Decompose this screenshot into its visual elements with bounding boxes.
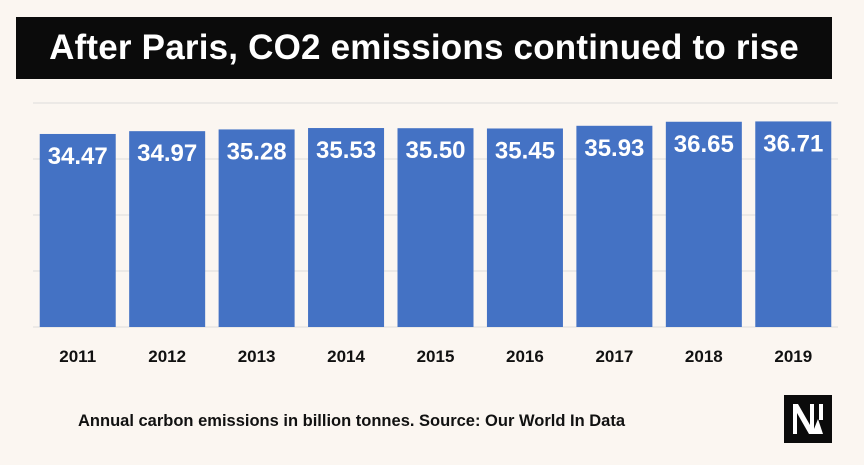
chart-title: After Paris, CO2 emissions continued to …	[16, 17, 832, 79]
x-tick-label: 2019	[774, 347, 812, 366]
x-tick-label: 2011	[59, 347, 96, 366]
x-tick-label: 2015	[417, 347, 455, 366]
data-label: 35.93	[584, 135, 644, 162]
x-tick-label: 2012	[148, 347, 186, 366]
chart-caption: Annual carbon emissions in billion tonne…	[78, 412, 626, 430]
data-label: 34.47	[48, 143, 108, 170]
x-tick-label: 2017	[595, 347, 633, 366]
data-label: 36.71	[763, 130, 823, 157]
bar-2013	[218, 129, 295, 327]
bar-2015	[397, 128, 474, 327]
nm-logo-icon	[784, 395, 832, 443]
x-tick-label: 2016	[506, 347, 544, 366]
bar-chart: 34.47 2011 34.97 2012 35.28 2013 35.53 2014 35.5…	[33, 102, 838, 366]
data-label: 35.53	[316, 137, 376, 164]
bar-2011	[39, 133, 116, 327]
bar-2019	[755, 121, 832, 327]
bar-2014	[308, 128, 385, 327]
data-label: 35.50	[405, 137, 465, 164]
data-label: 35.45	[495, 137, 555, 164]
data-label: 36.65	[674, 131, 734, 158]
data-label: 35.28	[227, 138, 287, 165]
bar-2012	[129, 131, 206, 327]
bar-2017	[576, 125, 653, 328]
bar-2016	[486, 128, 563, 327]
bar-2018	[665, 121, 742, 327]
data-label: 34.97	[137, 140, 197, 167]
x-tick-label: 2013	[238, 347, 276, 366]
x-tick-label: 2018	[685, 347, 723, 366]
x-tick-label: 2014	[327, 347, 365, 366]
